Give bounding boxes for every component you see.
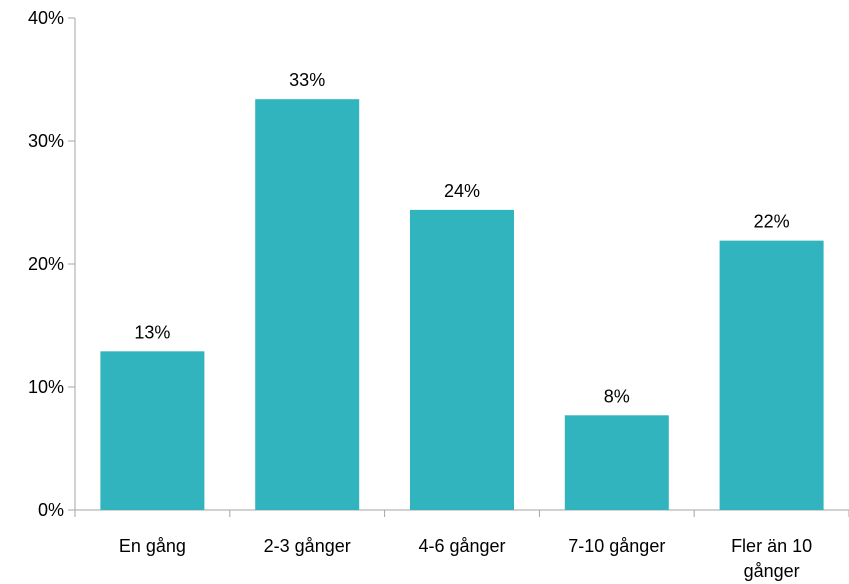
category-label: gånger bbox=[744, 561, 800, 581]
bar bbox=[410, 209, 514, 510]
category-label: En gång bbox=[119, 536, 186, 556]
category-label: 4-6 gånger bbox=[418, 536, 505, 556]
bar bbox=[564, 415, 669, 510]
category-label: 7-10 gånger bbox=[568, 536, 665, 556]
category-label: 2-3 gånger bbox=[264, 536, 351, 556]
bar bbox=[100, 351, 205, 510]
data-label: 13% bbox=[134, 322, 170, 342]
y-tick-label: 0% bbox=[38, 500, 64, 520]
category-label: Fler än 10 bbox=[731, 536, 812, 556]
y-tick-label: 30% bbox=[28, 131, 64, 151]
data-label: 22% bbox=[754, 212, 790, 232]
y-tick-label: 20% bbox=[28, 254, 64, 274]
data-label: 8% bbox=[604, 386, 630, 406]
bar bbox=[255, 99, 360, 511]
data-label: 33% bbox=[289, 70, 325, 90]
data-label: 24% bbox=[444, 181, 480, 201]
bar bbox=[719, 240, 824, 510]
y-tick-label: 40% bbox=[28, 8, 64, 28]
y-tick-label: 10% bbox=[28, 377, 64, 397]
